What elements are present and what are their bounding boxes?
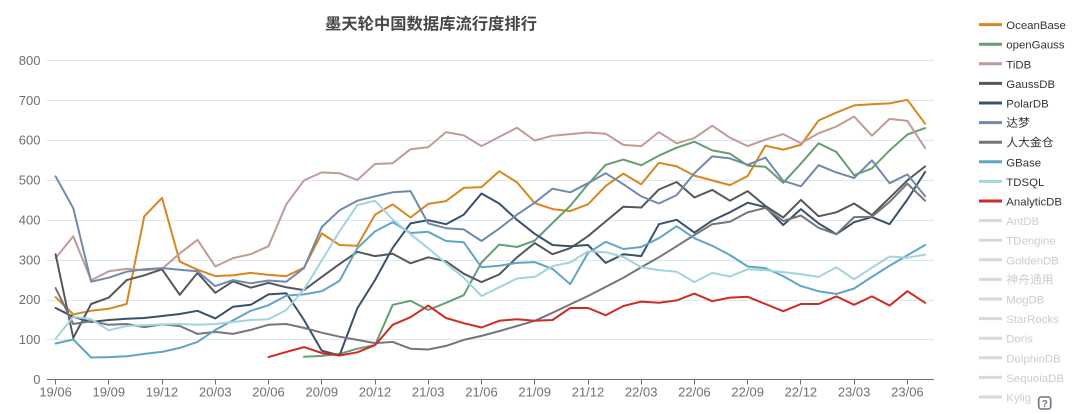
svg-text:GoldenDB: GoldenDB — [1006, 255, 1059, 267]
svg-text:DolphinDB: DolphinDB — [1006, 353, 1060, 365]
svg-text:19/12: 19/12 — [146, 385, 179, 400]
svg-text:0: 0 — [33, 372, 40, 387]
svg-text:100: 100 — [19, 332, 41, 347]
svg-text:20/06: 20/06 — [252, 385, 285, 400]
svg-text:openGauss: openGauss — [1006, 40, 1065, 52]
svg-text:19/09: 19/09 — [93, 385, 126, 400]
svg-text:23/06: 23/06 — [891, 385, 924, 400]
svg-text:23/03: 23/03 — [838, 385, 871, 400]
svg-text:22/06: 22/06 — [678, 385, 711, 400]
svg-text:21/03: 21/03 — [412, 385, 445, 400]
svg-text:TDengine: TDengine — [1006, 236, 1055, 248]
svg-text:22/12: 22/12 — [785, 385, 818, 400]
svg-text:400: 400 — [19, 212, 41, 227]
svg-text:?: ? — [1042, 399, 1048, 410]
svg-text:TDSQL: TDSQL — [1006, 177, 1044, 189]
svg-text:200: 200 — [19, 292, 41, 307]
svg-text:GBase: GBase — [1006, 157, 1041, 169]
svg-text:SequoiaDB: SequoiaDB — [1006, 373, 1064, 385]
svg-text:21/09: 21/09 — [518, 385, 551, 400]
svg-text:700: 700 — [19, 93, 41, 108]
svg-text:500: 500 — [19, 173, 41, 188]
svg-text:600: 600 — [19, 133, 41, 148]
svg-text:19/06: 19/06 — [39, 385, 72, 400]
svg-text:AnalyticDB: AnalyticDB — [1006, 197, 1062, 209]
svg-text:AntDB: AntDB — [1006, 216, 1039, 228]
svg-text:GaussDB: GaussDB — [1006, 79, 1055, 91]
svg-text:20/03: 20/03 — [199, 385, 232, 400]
svg-text:OceanBase: OceanBase — [1006, 20, 1066, 32]
svg-text:MogDB: MogDB — [1006, 295, 1044, 307]
svg-text:21/12: 21/12 — [572, 385, 605, 400]
svg-text:21/06: 21/06 — [465, 385, 498, 400]
svg-text:20/09: 20/09 — [306, 385, 339, 400]
svg-text:300: 300 — [19, 252, 41, 267]
svg-text:TiDB: TiDB — [1006, 59, 1031, 71]
svg-text:22/09: 22/09 — [731, 385, 764, 400]
svg-text:800: 800 — [19, 53, 41, 68]
svg-text:20/12: 20/12 — [359, 385, 392, 400]
svg-text:StarRocks: StarRocks — [1006, 314, 1059, 326]
svg-text:Doris: Doris — [1006, 334, 1033, 346]
svg-text:PolarDB: PolarDB — [1006, 99, 1048, 111]
svg-text:22/03: 22/03 — [625, 385, 658, 400]
